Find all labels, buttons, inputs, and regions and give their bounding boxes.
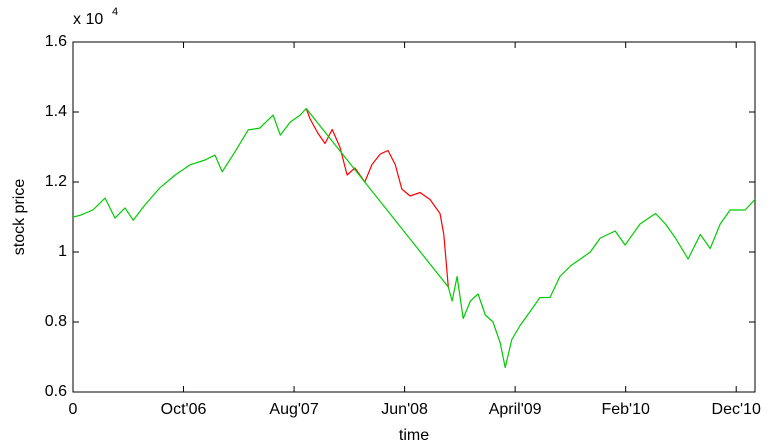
x-tick-label: April'09 xyxy=(489,401,542,418)
line-series xyxy=(72,107,756,369)
y-tick-label: 0.8 xyxy=(45,313,67,330)
y-multiplier: x 10 xyxy=(73,11,103,28)
line-series xyxy=(305,108,449,288)
plot-frame xyxy=(72,41,756,393)
y-tick-label: 0.6 xyxy=(45,383,67,400)
y-tick-label: 1 xyxy=(58,243,67,260)
x-tick-label: 0 xyxy=(69,401,78,418)
y-exponent: 4 xyxy=(112,6,118,18)
y-tick-label: 1.2 xyxy=(45,173,67,190)
x-axis-label: time xyxy=(399,427,429,444)
y-tick-label: 1.4 xyxy=(45,103,67,120)
x-tick-label: Dec'10 xyxy=(712,401,761,418)
x-tick-label: Oct'06 xyxy=(161,401,207,418)
x-tick-label: Jun'08 xyxy=(381,401,428,418)
y-tick-label: 1.6 xyxy=(45,33,67,50)
x-tick-label: Feb'10 xyxy=(601,401,650,418)
y-axis-label: stock price xyxy=(11,179,28,256)
x-tick-label: Aug'07 xyxy=(269,401,318,418)
